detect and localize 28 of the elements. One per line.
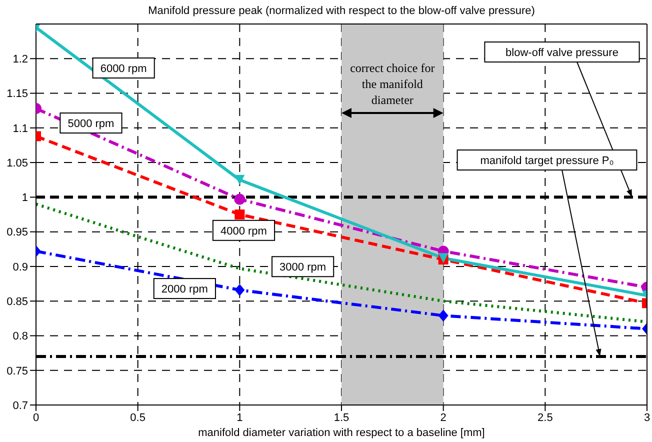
x-axis-title: manifold diameter variation with respect to a baseline [mm] [198,427,485,439]
ref-line-label: manifold target pressure P₀ [480,155,614,167]
y-tick-label: 0.9 [12,261,28,274]
y-tick-label: 0.8 [12,330,28,343]
x-tick-label: 0.5 [130,412,146,424]
y-tick-label: 0.7 [12,400,28,412]
y-tick-label: 1.05 [6,157,28,170]
x-tick-label: 0 [32,412,40,424]
x-tick-label: 2.5 [538,412,553,424]
series-label: 4000 rpm [220,225,267,238]
x-tick-label: 3 [644,412,650,424]
x-tick-label: 2 [440,412,446,424]
y-tick-label: 0.75 [6,365,28,378]
x-tick-label: 1 [236,412,243,424]
y-tick-label: 1.1 [12,122,28,135]
chart-title: Manifold pressure peak (normalized with respect to the blow-off valve pressure) [148,5,535,17]
y-tick-label: 0.85 [6,296,28,308]
series-label: 5000 rpm [68,118,114,130]
y-tick-label: 0.95 [6,226,28,239]
series-label: 6000 rpm [100,62,147,75]
y-tick-label: 1.2 [12,54,28,66]
x-tick-label: 1.5 [334,412,350,424]
series-label: 2000 rpm [161,284,208,296]
ref-line-label: blow-off valve pressure [506,47,618,59]
series-label: 3000 rpm [280,262,326,274]
band-label: correct choice for the manifold diameter [350,61,435,107]
y-tick-label: 1.15 [6,88,28,100]
y-tick-label: 1 [22,192,28,204]
